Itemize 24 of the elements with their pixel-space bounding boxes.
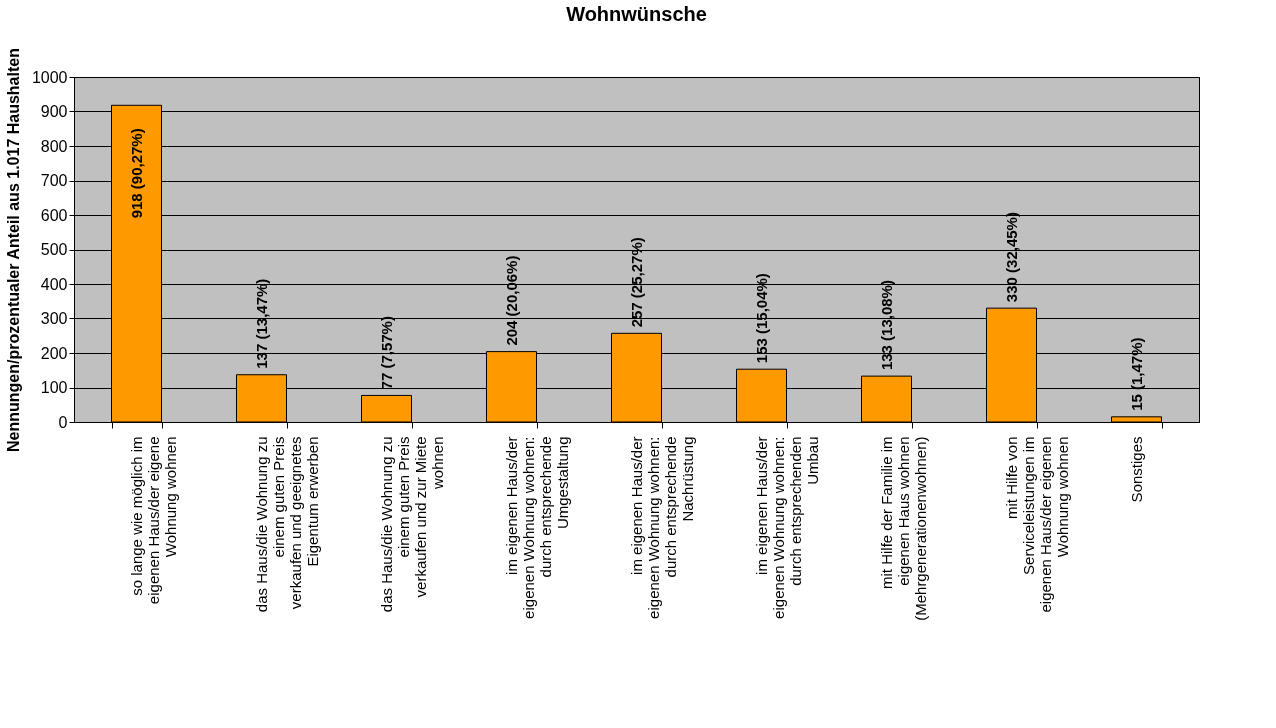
y-tick-label: 700 (40, 172, 68, 189)
data-label: 257 (25,27%) (627, 237, 645, 328)
y-tick-label: 400 (40, 275, 68, 293)
x-tick-label: im eigenen Haus/der eigenen Wohnung wohnen: durch entsprechende Nachrüstung (628, 436, 696, 619)
y-tick-label: 600 (40, 206, 68, 224)
y-tick-label: 900 (40, 103, 68, 120)
data-label: 330 (32,45%) (1002, 212, 1020, 303)
y-tick-label: 300 (40, 310, 68, 327)
y-tick-label: 200 (40, 344, 68, 362)
chart-title: Wohnwünsche (566, 3, 707, 26)
x-tick-label: das Haus/die Wohnung zu einem guten Preis verkaufen und zur Miete wohnen (378, 436, 446, 613)
data-label: 204 (20,06%) (502, 255, 520, 346)
x-tick-label: Sonstiges (1128, 436, 1145, 503)
x-tick-label: so lange wie möglich im eigenen Haus/der eigene Wohnung wohnen (128, 436, 179, 605)
y-tick-label: 1000 (31, 68, 68, 86)
x-tick-label: im eigenen Haus/der eigenen Wohnung wohnen: durch entsprechenden Umbau (753, 436, 821, 619)
y-tick-label: 500 (40, 241, 68, 258)
y-axis-title: Nennungen/prozentualer Anteil aus 1.017 Haushalten (4, 48, 22, 452)
x-tick-label: mit Hilfe der Familie im eigenen Haus wohnen (Mehrgenerationenwohnen) (878, 436, 929, 621)
y-tick-label: 0 (58, 413, 68, 431)
y-tick-label: 100 (40, 379, 68, 396)
data-label: 918 (90,27%) (127, 128, 145, 219)
data-label: 133 (13,08%) (877, 280, 895, 371)
y-tick-label: 800 (40, 137, 68, 155)
